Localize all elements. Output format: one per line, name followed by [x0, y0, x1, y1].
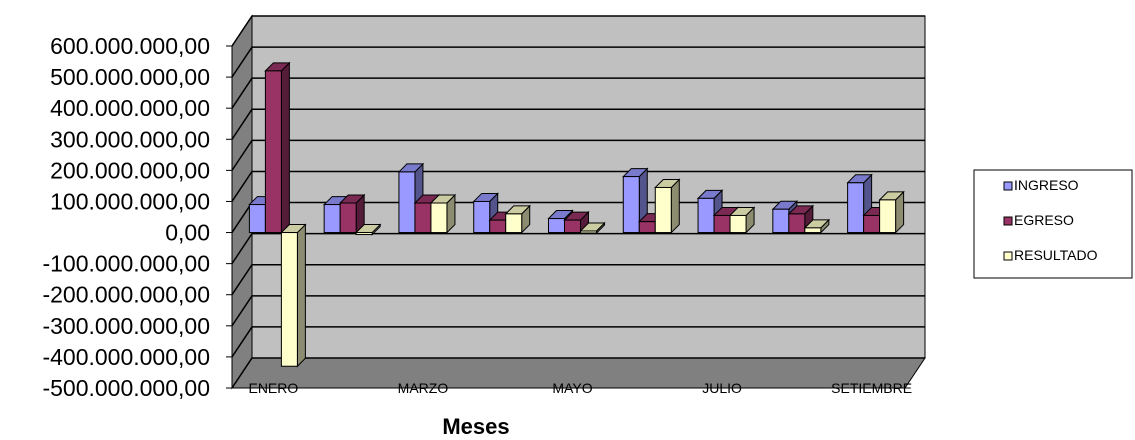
x-tick-label: SETIEMBRE	[831, 380, 912, 396]
y-tick-label: 300.000.000,00	[50, 126, 210, 152]
y-tick-label: -500.000.000,00	[42, 375, 210, 401]
legend-label: INGRESO	[1014, 177, 1079, 193]
bar-resultado-abril	[504, 204, 531, 234]
legend-box	[973, 169, 1133, 279]
y-tick-label: 0,00	[165, 220, 210, 246]
y-axis-ticks: 600.000.000,00 500.000.000,00 400.000.000,…	[42, 33, 232, 401]
bars	[248, 61, 905, 368]
x-tick-label: MAYO	[552, 380, 592, 396]
y-tick-label: 100.000.000,00	[50, 188, 210, 214]
bar-resultado-febrero	[354, 223, 382, 236]
gridline	[231, 326, 925, 358]
bar-resultado-agosto	[803, 218, 831, 234]
x-tick-label: JULIO	[702, 380, 742, 396]
bar-egreso-febrero	[338, 193, 366, 234]
x-tick-label: ENERO	[248, 380, 298, 396]
legend-label: EGRESO	[1014, 212, 1074, 228]
legend-swatch	[1003, 251, 1013, 261]
bar-resultado-marzo	[429, 193, 457, 234]
legend-swatch	[1003, 216, 1013, 226]
y-tick-label: 500.000.000,00	[50, 64, 210, 90]
legend-swatch	[1003, 181, 1013, 191]
gridline	[231, 170, 925, 202]
gridline	[231, 232, 925, 265]
gridline	[231, 357, 925, 389]
gridline	[231, 108, 925, 140]
y-tick-label: 600.000.000,00	[50, 33, 210, 59]
y-tick-label: -200.000.000,00	[42, 282, 210, 308]
gridline	[231, 46, 925, 78]
x-axis-ticks: ENERO MARZO MAYO JULIO SETIEMBRE	[248, 380, 912, 396]
bar-egreso-enero	[264, 61, 291, 234]
back-wall	[251, 15, 926, 359]
x-tick-label: MARZO	[398, 380, 449, 396]
gridline	[231, 295, 925, 327]
y-tick-label: 200.000.000,00	[50, 157, 210, 183]
bar-resultado-julio	[728, 206, 756, 234]
gridline	[231, 15, 925, 47]
bar-resultado-junio	[654, 178, 681, 234]
gridline	[231, 263, 925, 296]
bar-resultado-mayo	[579, 221, 606, 235]
x-axis-label: Meses	[442, 414, 509, 439]
y-tick-label: -300.000.000,00	[42, 313, 210, 339]
bar-resultado-enero	[280, 223, 307, 368]
y-tick-label: -100.000.000,00	[42, 251, 210, 277]
bar-resultado-setiembre	[878, 190, 905, 234]
plot-area	[231, 14, 926, 390]
bar-egreso-mayo	[563, 210, 590, 234]
legend-label: RESULTADO	[1014, 247, 1098, 263]
legend: INGRESO EGRESO RESULTADO	[973, 169, 1133, 279]
y-tick-label: -400.000.000,00	[42, 344, 210, 370]
gridline	[231, 139, 925, 171]
y-tick-label: 400.000.000,00	[50, 95, 210, 121]
gridline	[231, 77, 925, 109]
bar-egreso-agosto	[787, 204, 815, 234]
